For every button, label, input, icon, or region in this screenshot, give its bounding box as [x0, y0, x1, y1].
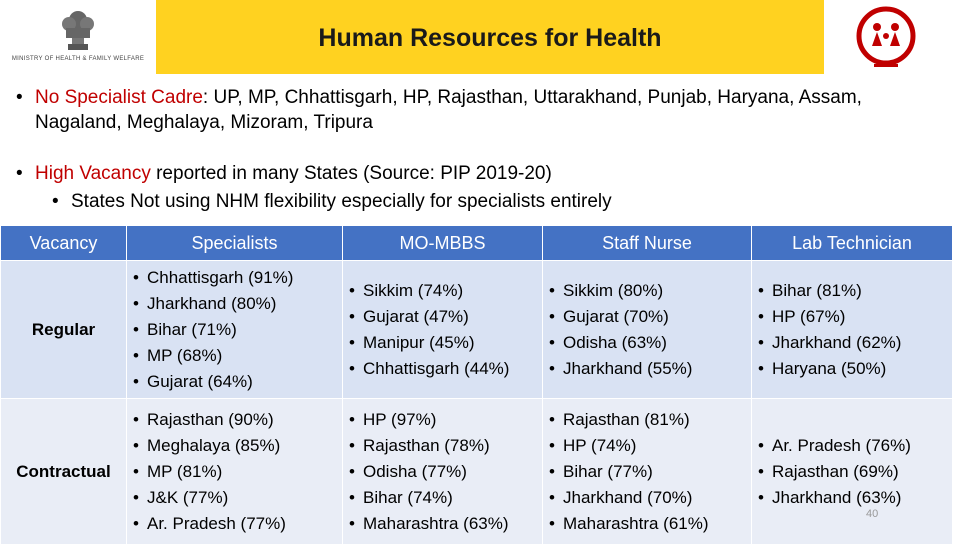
header-specialists: Specialists	[126, 225, 343, 261]
list-item: Gujarat (70%)	[549, 304, 747, 330]
bullet-icon: •	[16, 163, 23, 184]
list-item: Odisha (77%)	[349, 459, 538, 485]
nhm-emblem-icon	[856, 6, 916, 67]
list-item: Bihar (74%)	[349, 485, 538, 511]
header-lab-technician: Lab Technician	[751, 225, 953, 261]
header-staff-nurse: Staff Nurse	[542, 225, 752, 261]
bullet-icon: •	[16, 87, 23, 108]
list-item: Sikkim (80%)	[549, 278, 747, 304]
state-list: Rajasthan (90%)Meghalaya (85%)MP (81%)J&…	[133, 407, 338, 537]
list-item: Haryana (50%)	[758, 356, 948, 382]
list-item: Gujarat (64%)	[133, 369, 338, 395]
list-item: Jharkhand (63%)	[758, 485, 948, 511]
cell-specialists: Rajasthan (90%)Meghalaya (85%)MP (81%)J&…	[126, 398, 343, 545]
list-item: Bihar (77%)	[549, 459, 747, 485]
header-mo-mbbs: MO-MBBS	[342, 225, 543, 261]
state-list: Sikkim (80%)Gujarat (70%)Odisha (63%)Jha…	[549, 278, 747, 382]
bullet-text: reported in many States (Source: PIP 201…	[150, 163, 552, 184]
list-item: Jharkhand (55%)	[549, 356, 747, 382]
list-item: Meghalaya (85%)	[133, 433, 338, 459]
row-label: Regular	[0, 260, 127, 399]
state-list: HP (97%)Rajasthan (78%)Odisha (77%)Bihar…	[349, 407, 538, 537]
cell-staff-nurse: Rajasthan (81%)HP (74%)Bihar (77%)Jharkh…	[542, 398, 752, 545]
page-title: Human Resources for Health	[318, 24, 662, 52]
list-item: Gujarat (47%)	[349, 304, 538, 330]
list-item: Ar. Pradesh (76%)	[758, 433, 948, 459]
state-list: Bihar (81%)HP (67%)Jharkhand (62%)Haryan…	[758, 278, 948, 382]
vacancy-table: Vacancy Specialists MO-MBBS Staff Nurse …	[0, 225, 953, 545]
bullet-no-specialist-cadre: • No Specialist Cadre: UP, MP, Chhattisg…	[16, 85, 916, 135]
list-item: Odisha (63%)	[549, 330, 747, 356]
list-item: Sikkim (74%)	[349, 278, 538, 304]
list-item: Rajasthan (78%)	[349, 433, 538, 459]
ministry-logo: MINISTRY OF HEALTH & FAMILY WELFARE	[0, 0, 157, 74]
nhm-logo	[846, 6, 926, 72]
cell-lab-technician: Ar. Pradesh (76%)Rajasthan (69%)Jharkhan…	[751, 398, 953, 545]
list-item: Maharashtra (61%)	[549, 511, 747, 537]
row-label: Contractual	[0, 398, 127, 545]
state-list: Rajasthan (81%)HP (74%)Bihar (77%)Jharkh…	[549, 407, 747, 537]
list-item: Chhattisgarh (44%)	[349, 356, 538, 382]
list-item: MP (68%)	[133, 343, 338, 369]
bullet-high-vacancy: • High Vacancy reported in many States (…	[16, 161, 916, 186]
table-header-row: Vacancy Specialists MO-MBBS Staff Nurse …	[0, 225, 953, 261]
cell-lab-technician: Bihar (81%)HP (67%)Jharkhand (62%)Haryan…	[751, 260, 953, 399]
cell-staff-nurse: Sikkim (80%)Gujarat (70%)Odisha (63%)Jha…	[542, 260, 752, 399]
list-item: Rajasthan (90%)	[133, 407, 338, 433]
cell-mo-mbbs: Sikkim (74%)Gujarat (47%)Manipur (45%)Ch…	[342, 260, 543, 399]
list-item: Rajasthan (81%)	[549, 407, 747, 433]
list-item: Ar. Pradesh (77%)	[133, 511, 338, 537]
state-list: Chhattisgarh (91%)Jharkhand (80%)Bihar (…	[133, 265, 338, 395]
list-item: HP (74%)	[549, 433, 747, 459]
table-row: ContractualRajasthan (90%)Meghalaya (85%…	[0, 398, 953, 545]
bullet-highlight: High Vacancy	[35, 163, 151, 184]
bullet-text: : UP, MP, Chhattisgarh, HP, Rajasthan, U…	[35, 87, 862, 133]
list-item: MP (81%)	[133, 459, 338, 485]
ministry-logo-text: MINISTRY OF HEALTH & FAMILY WELFARE	[11, 56, 145, 62]
state-list: Sikkim (74%)Gujarat (47%)Manipur (45%)Ch…	[349, 278, 538, 382]
cell-specialists: Chhattisgarh (91%)Jharkhand (80%)Bihar (…	[126, 260, 343, 399]
list-item: Rajasthan (69%)	[758, 459, 948, 485]
list-item: Maharashtra (63%)	[349, 511, 538, 537]
list-item: HP (97%)	[349, 407, 538, 433]
state-list: Ar. Pradesh (76%)Rajasthan (69%)Jharkhan…	[758, 433, 948, 511]
list-item: Chhattisgarh (91%)	[133, 265, 338, 291]
list-item: Manipur (45%)	[349, 330, 538, 356]
list-item: HP (67%)	[758, 304, 948, 330]
list-item: Jharkhand (80%)	[133, 291, 338, 317]
bullet-icon: •	[52, 191, 59, 212]
list-item: J&K (77%)	[133, 485, 338, 511]
header-vacancy: Vacancy	[0, 225, 127, 261]
cell-mo-mbbs: HP (97%)Rajasthan (78%)Odisha (77%)Bihar…	[342, 398, 543, 545]
page-number: 40	[866, 508, 879, 520]
list-item: Jharkhand (62%)	[758, 330, 948, 356]
list-item: Bihar (81%)	[758, 278, 948, 304]
list-item: Bihar (71%)	[133, 317, 338, 343]
bullet-highlight: No Specialist Cadre	[35, 87, 203, 108]
list-item: Jharkhand (70%)	[549, 485, 747, 511]
sub-bullet-nhm-flexibility: • States Not using NHM flexibility espec…	[52, 189, 912, 214]
table-row: RegularChhattisgarh (91%)Jharkhand (80%)…	[0, 260, 953, 399]
title-bar: Human Resources for Health	[156, 0, 824, 74]
sub-bullet-text: States Not using NHM flexibility especia…	[71, 191, 612, 212]
national-emblem-icon	[62, 11, 94, 50]
